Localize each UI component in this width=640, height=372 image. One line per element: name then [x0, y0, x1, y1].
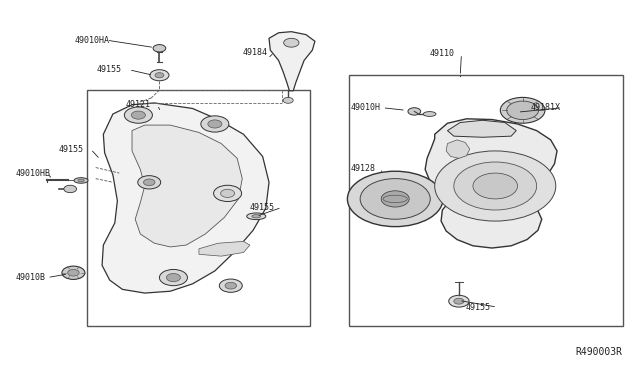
Ellipse shape [423, 112, 436, 116]
Circle shape [138, 176, 161, 189]
Circle shape [348, 171, 443, 227]
Ellipse shape [246, 213, 266, 219]
Text: 49181X: 49181X [531, 103, 560, 112]
Text: 49155: 49155 [97, 65, 122, 74]
Circle shape [408, 108, 420, 115]
Polygon shape [425, 119, 557, 248]
Text: 49010B: 49010B [15, 273, 45, 282]
Polygon shape [199, 241, 250, 256]
Circle shape [159, 269, 188, 286]
Polygon shape [132, 125, 243, 247]
Polygon shape [102, 103, 269, 293]
Circle shape [214, 185, 242, 202]
Circle shape [500, 97, 545, 123]
Circle shape [454, 298, 464, 304]
Ellipse shape [252, 215, 260, 218]
Circle shape [68, 269, 79, 276]
Circle shape [473, 173, 518, 199]
Circle shape [153, 45, 166, 52]
Circle shape [284, 38, 299, 47]
Circle shape [166, 273, 180, 282]
Polygon shape [269, 32, 315, 91]
Text: 49155: 49155 [465, 302, 490, 312]
Circle shape [454, 162, 537, 210]
Polygon shape [446, 140, 470, 158]
Circle shape [155, 73, 164, 78]
Text: 49184: 49184 [243, 48, 268, 57]
Polygon shape [447, 120, 516, 137]
Text: 49155: 49155 [59, 145, 84, 154]
Circle shape [435, 151, 556, 221]
Text: 49110: 49110 [429, 49, 454, 58]
Text: 49121: 49121 [125, 100, 150, 109]
Ellipse shape [74, 178, 88, 183]
Circle shape [143, 179, 155, 186]
Circle shape [62, 266, 85, 279]
Text: 49010HA: 49010HA [75, 36, 109, 45]
Text: 49010HB: 49010HB [15, 169, 51, 177]
Text: 49155: 49155 [250, 203, 275, 212]
Bar [88, 90, 310, 326]
Circle shape [283, 97, 293, 103]
Text: 49128: 49128 [351, 164, 376, 173]
Circle shape [507, 101, 539, 119]
Circle shape [220, 279, 243, 292]
Text: R490003R: R490003R [576, 347, 623, 357]
Circle shape [381, 191, 409, 207]
Circle shape [208, 120, 222, 128]
Circle shape [124, 107, 152, 123]
Bar [349, 75, 623, 326]
Ellipse shape [78, 179, 84, 182]
Circle shape [64, 185, 77, 193]
Circle shape [201, 116, 229, 132]
Circle shape [449, 295, 469, 307]
Circle shape [221, 189, 235, 198]
Text: 49010H: 49010H [351, 103, 381, 112]
Circle shape [150, 70, 169, 81]
Circle shape [225, 282, 237, 289]
Circle shape [131, 111, 145, 119]
Circle shape [360, 179, 430, 219]
